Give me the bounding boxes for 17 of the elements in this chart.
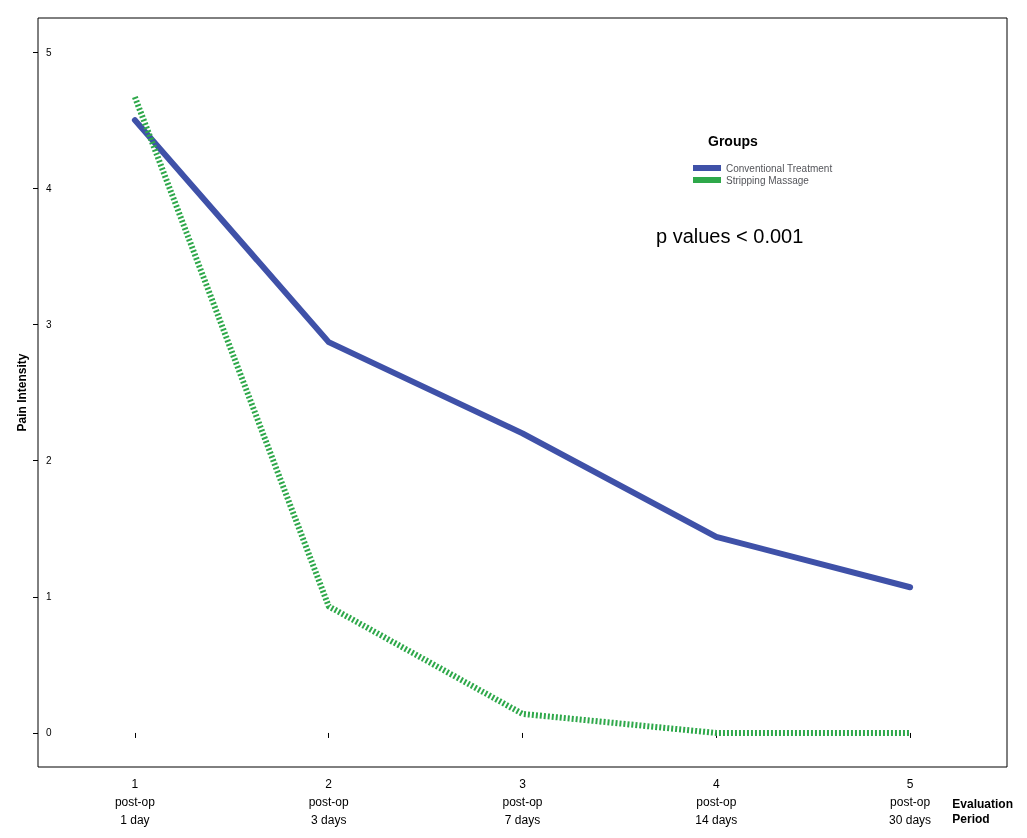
y-tick-label: 0 — [46, 727, 52, 739]
y-tick-label: 3 — [46, 318, 52, 330]
x-axis-title: Evaluation Period — [952, 796, 1014, 826]
x-tick-label: 5 post-op 30 days — [889, 777, 932, 827]
x-tick-label: 2 post-op 3 days — [308, 777, 350, 827]
legend-title: Groups — [708, 133, 758, 149]
x-tick-label: 1 post-op 1 day — [114, 777, 156, 827]
legend-label: Conventional Treatment — [726, 162, 833, 174]
y-tick-label: 5 — [46, 46, 52, 58]
x-tick-label: 3 post-op 7 days — [502, 777, 543, 827]
y-tick-label: 2 — [46, 455, 52, 467]
x-tick-label: 4 post-op 14 days — [695, 777, 738, 827]
y-tick-label: 1 — [46, 591, 52, 603]
y-tick-label: 4 — [46, 182, 52, 194]
legend-label: Stripping Massage — [726, 174, 810, 186]
y-axis-title: Pain Intensity — [15, 353, 29, 432]
annotation: p values < 0.001 — [656, 225, 804, 247]
